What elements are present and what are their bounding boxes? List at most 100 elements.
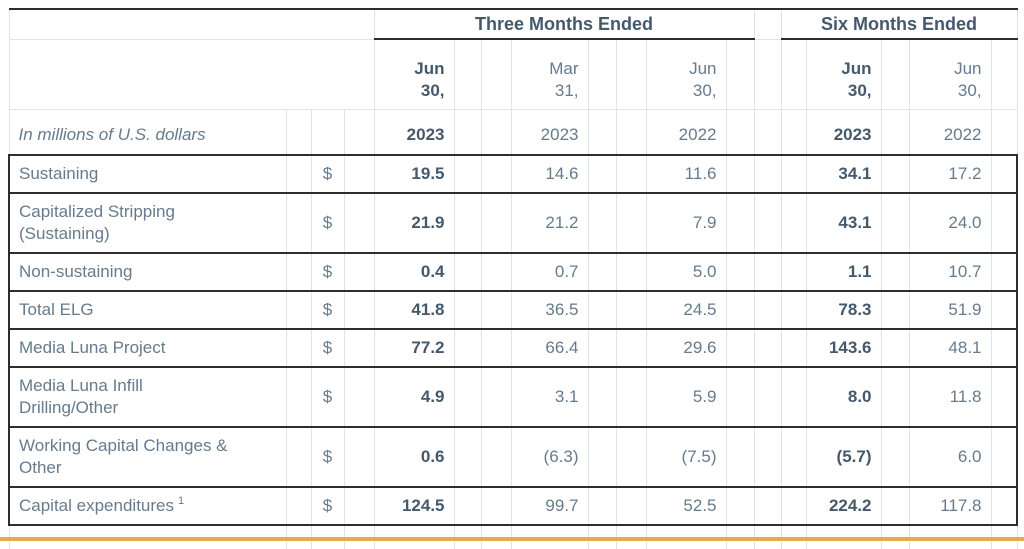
spacer-cell (616, 252, 647, 292)
group-header-six-months: Six Months Ended (781, 8, 1018, 40)
header-date-row: Jun 30, Mar 31, Jun 30, Jun 30, Jun 30, (8, 39, 1018, 110)
currency-cell: $ (311, 252, 345, 292)
spacer-cell (781, 290, 807, 330)
col-header-year: 2023 (511, 109, 589, 156)
value-cell: 19.5 (374, 154, 455, 194)
spacer-cell (881, 328, 910, 368)
spacer-cell (726, 109, 755, 156)
value-cell: 11.8 (909, 366, 992, 428)
spacer-cell (481, 328, 512, 368)
spacer-cell (781, 109, 807, 156)
spacer-cell (781, 252, 807, 292)
spacer-cell (781, 39, 807, 110)
spacer-cell (616, 39, 647, 110)
spacer-cell (454, 39, 482, 110)
value-cell: 77.2 (374, 328, 455, 368)
spacer-cell (454, 154, 482, 194)
spacer-cell (881, 109, 910, 156)
spacer-cell (754, 290, 782, 330)
value-cell: 48.1 (909, 328, 992, 368)
spacer-cell (454, 109, 482, 156)
spacer-cell (616, 426, 647, 488)
spacer-cell (588, 109, 617, 156)
spacer-cell (754, 366, 782, 428)
spacer-cell (344, 290, 375, 330)
spacer-cell (991, 192, 1019, 254)
spacer-cell (454, 426, 482, 488)
spacer-cell (781, 328, 807, 368)
row-label-cell: Total ELG (8, 290, 287, 330)
value-cell: 3.1 (511, 366, 589, 428)
row-label-cell: Media Luna Infill Drilling/Other (8, 366, 287, 428)
spacer-cell (286, 109, 312, 156)
spacer-cell (726, 366, 755, 428)
value-cell: (7.5) (646, 426, 727, 488)
spacer-cell (881, 252, 910, 292)
spacer-cell (311, 109, 345, 156)
value-cell: 0.4 (374, 252, 455, 292)
spacer-cell (781, 486, 807, 526)
spacer-cell (286, 154, 312, 194)
table-row: Non-sustaining $0.4 0.7 5.0 1.1 10.7 (8, 252, 1019, 292)
spacer-cell (588, 252, 617, 292)
value-cell: 0.7 (511, 252, 589, 292)
spacer-cell (881, 366, 910, 428)
spacer-cell (781, 426, 807, 488)
spacer-cell (991, 366, 1019, 428)
header-lead-cell (8, 8, 375, 40)
spacer-cell (991, 486, 1019, 526)
spacer-cell (286, 328, 312, 368)
spacer-cell (454, 192, 482, 254)
value-cell: 36.5 (511, 290, 589, 330)
spacer-cell (726, 328, 755, 368)
spacer-cell (481, 192, 512, 254)
row-label-cell: Media Luna Project (8, 328, 287, 368)
spacer-cell (616, 366, 647, 428)
value-cell: 78.3 (806, 290, 882, 330)
spacer-cell (588, 328, 617, 368)
bottom-accent-line (0, 537, 1024, 541)
spacer-cell (881, 486, 910, 526)
spacer-cell (754, 192, 782, 254)
value-cell: 52.5 (646, 486, 727, 526)
col-header-date-jun30-2022-6m: Jun 30, (909, 39, 992, 110)
spacer-cell (481, 426, 512, 488)
value-cell: (6.3) (511, 426, 589, 488)
value-cell: 5.0 (646, 252, 727, 292)
table-row: Media Luna Project $77.2 66.4 29.6 143.6 48.1 (8, 328, 1019, 368)
value-cell: 51.9 (909, 290, 992, 330)
spacer-cell (726, 252, 755, 292)
spacer-cell (8, 39, 375, 110)
spacer-cell (588, 39, 617, 110)
value-cell: 21.2 (511, 192, 589, 254)
value-cell: 41.8 (374, 290, 455, 330)
value-cell: 66.4 (511, 328, 589, 368)
value-cell: 8.0 (806, 366, 882, 428)
spacer-cell (286, 426, 312, 488)
currency-cell: $ (311, 328, 345, 368)
spacer-cell (286, 366, 312, 428)
value-cell: 17.2 (909, 154, 992, 194)
value-cell: 11.6 (646, 154, 727, 194)
spacer-cell (881, 290, 910, 330)
value-cell: 24.5 (646, 290, 727, 330)
value-cell: 24.0 (909, 192, 992, 254)
table-row: Sustaining $19.5 14.6 11.6 34.1 17.2 (8, 154, 1019, 194)
spacer-cell (344, 328, 375, 368)
group-header-three-months: Three Months Ended (374, 8, 755, 40)
spacer-cell (481, 486, 512, 526)
spacer-cell (991, 290, 1019, 330)
col-header-year: 2022 (646, 109, 727, 156)
table-row: Capitalized Stripping (Sustaining) $21.9 2… (8, 192, 1019, 254)
currency-cell: $ (311, 426, 345, 488)
value-cell: 0.6 (374, 426, 455, 488)
spacer-cell (881, 426, 910, 488)
spacer-cell (286, 486, 312, 526)
row-label-cell: Non-sustaining (8, 252, 287, 292)
col-header-year: 2023 (374, 109, 455, 156)
currency-cell: $ (311, 192, 345, 254)
spacer-cell (481, 39, 512, 110)
spacer-cell (781, 154, 807, 194)
spacer-cell (726, 290, 755, 330)
spacer-cell (616, 328, 647, 368)
